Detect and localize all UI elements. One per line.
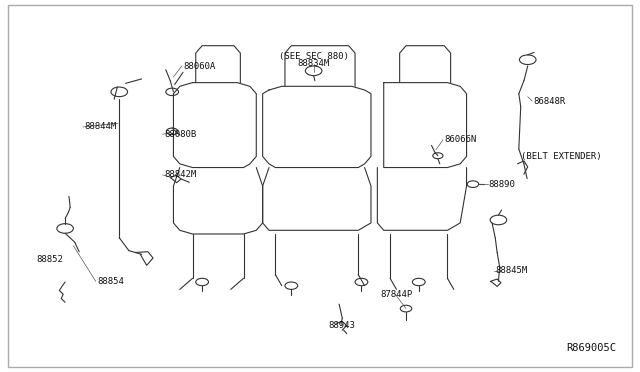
Text: 88943: 88943	[329, 321, 356, 330]
Text: 86066N: 86066N	[444, 135, 477, 144]
Text: 88842M: 88842M	[164, 170, 196, 179]
Text: 87844P: 87844P	[380, 291, 413, 299]
Text: 88854: 88854	[97, 277, 124, 286]
Text: 88845M: 88845M	[495, 266, 527, 275]
Text: 88080B: 88080B	[164, 130, 196, 139]
Text: 88844M: 88844M	[84, 122, 116, 131]
Text: (SEE SEC 880): (SEE SEC 880)	[278, 52, 349, 61]
Text: 88852: 88852	[36, 255, 63, 264]
Text: 88060A: 88060A	[183, 61, 215, 71]
Text: R869005C: R869005C	[566, 343, 616, 353]
Text: 88834M: 88834M	[298, 59, 330, 68]
Text: 86848R: 86848R	[534, 97, 566, 106]
Text: 88890: 88890	[489, 180, 516, 189]
Text: (BELT EXTENDER): (BELT EXTENDER)	[520, 152, 601, 161]
